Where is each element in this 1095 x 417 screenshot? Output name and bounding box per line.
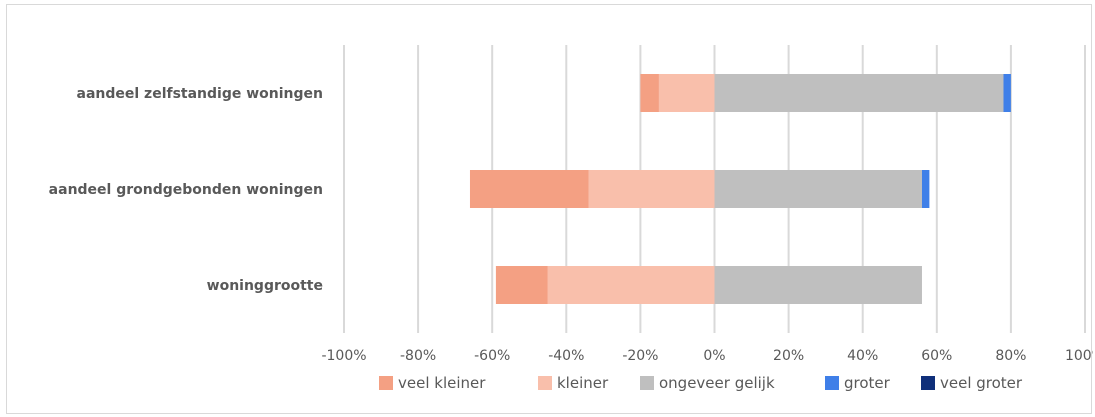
category-label-woninggrootte: woninggrootte xyxy=(207,278,323,294)
legend-label-veel-kleiner: veel kleiner xyxy=(398,374,486,392)
bar-aandeel-grondgebonden-woningen-kleiner xyxy=(588,170,715,208)
x-tick-label-0: 0% xyxy=(703,348,725,364)
legend-swatch-groter xyxy=(825,376,839,390)
bar-aandeel-zelfstandige-woningen-groter xyxy=(1003,74,1011,112)
bar-aandeel-zelfstandige-woningen-veel-kleiner xyxy=(640,74,659,112)
bar-aandeel-grondgebonden-woningen-ongeveer-gelijk xyxy=(714,170,922,208)
x-tick-label-100: 100% xyxy=(1065,348,1093,364)
bar-aandeel-zelfstandige-woningen-ongeveer-gelijk xyxy=(714,74,1004,112)
x-tick-label-20: -20% xyxy=(622,348,658,364)
chart-frame: aandeel zelfstandige woningen aandeel gro… xyxy=(6,4,1093,414)
bar-aandeel-zelfstandige-woningen-kleiner xyxy=(658,74,715,112)
legend-label-veel-groter: veel groter xyxy=(940,374,1023,392)
bars xyxy=(469,74,1011,304)
bar-aandeel-grondgebonden-woningen-veel-kleiner xyxy=(469,170,589,208)
legend-swatch-kleiner xyxy=(538,376,552,390)
bar-woninggrootte-ongeveer-gelijk xyxy=(714,266,922,304)
legend: veel kleiner kleiner ongeveer gelijk groter… xyxy=(379,374,1023,392)
x-tick-label-80: 80% xyxy=(995,348,1026,364)
bar-aandeel-grondgebonden-woningen-groter xyxy=(921,170,930,208)
legend-label-ongeveer-gelijk: ongeveer gelijk xyxy=(659,374,775,392)
category-labels: aandeel zelfstandige woningen aandeel gro… xyxy=(49,86,323,294)
legend-swatch-veel-kleiner xyxy=(379,376,393,390)
legend-swatch-ongeveer-gelijk xyxy=(640,376,654,390)
legend-swatch-veel-groter xyxy=(921,376,935,390)
bar-woninggrootte-kleiner xyxy=(547,266,715,304)
x-tick-label-40: 40% xyxy=(847,348,878,364)
x-tick-label-100: -100% xyxy=(321,348,366,364)
x-tick-labels: -100% -80% -60% -40% -20% 0% 20% 40% 60% 80% 100% xyxy=(321,348,1093,364)
x-tick-label-60: 60% xyxy=(921,348,952,364)
category-label-aandeel-zelfstandige-woningen: aandeel zelfstandige woningen xyxy=(77,86,324,102)
chart-svg: aandeel zelfstandige woningen aandeel gro… xyxy=(49,45,1093,392)
x-tick-label-60: -60% xyxy=(474,348,510,364)
category-label-aandeel-grondgebonden-woningen: aandeel grondgebonden woningen xyxy=(49,182,323,198)
x-tick-label-20: 20% xyxy=(773,348,804,364)
x-tick-label-80: -80% xyxy=(400,348,436,364)
legend-label-groter: groter xyxy=(844,374,891,392)
x-tick-label-40: -40% xyxy=(548,348,584,364)
legend-label-kleiner: kleiner xyxy=(557,374,609,392)
bar-woninggrootte-veel-kleiner xyxy=(495,266,548,304)
